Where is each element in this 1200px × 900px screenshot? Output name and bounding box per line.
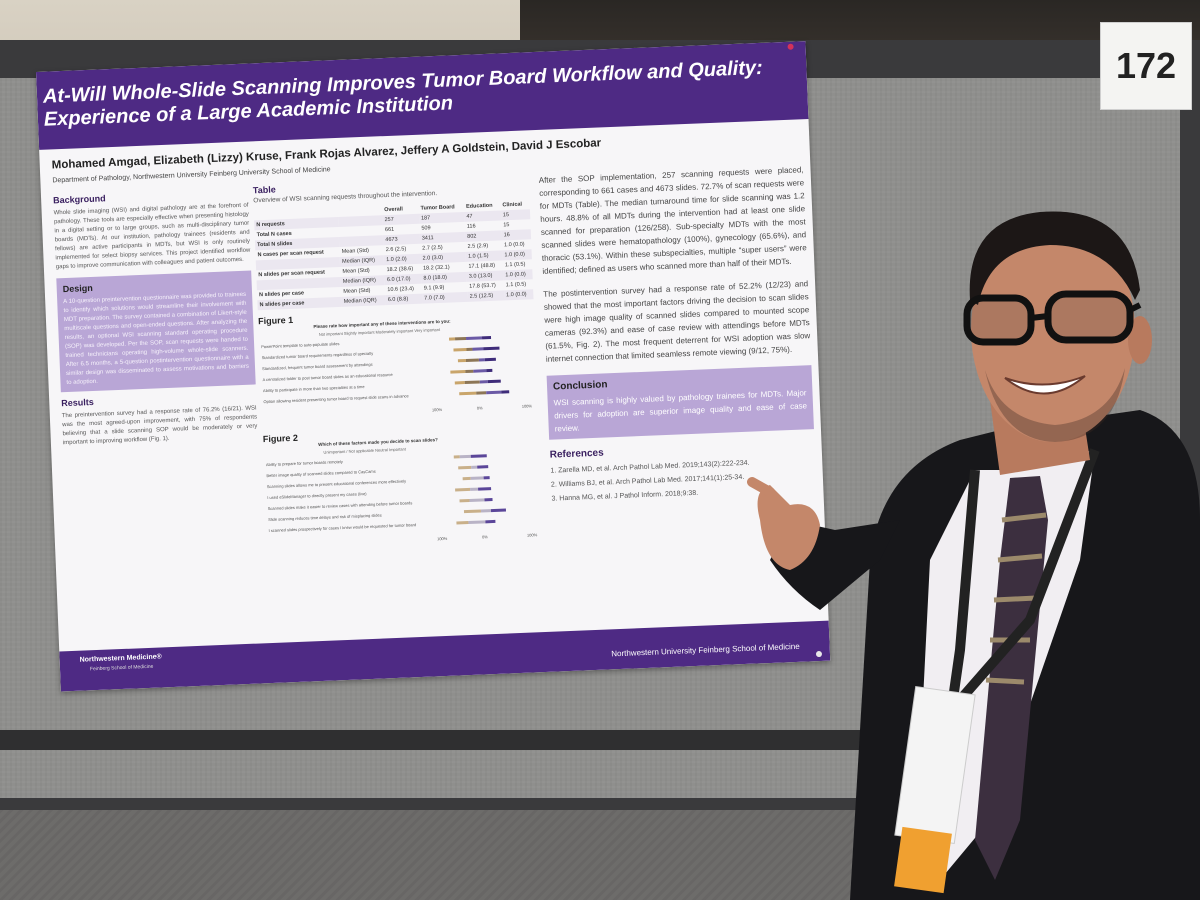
presenter-tie [975,476,1048,880]
pointing-finger [747,477,775,497]
glasses-right-lens [1044,290,1134,344]
tie-stripes [985,512,1047,685]
presenter-hand [757,485,820,570]
presenter-ear [1128,316,1152,364]
presenter-stubble [985,368,1125,442]
glasses-bridge [1030,313,1049,321]
presenter-smile [1004,375,1086,395]
booth-number-card: 172 [1100,22,1192,110]
presenter-hair [969,211,1140,305]
lanyard-right [956,448,1100,704]
board-base-rail [0,730,860,750]
badge-ribbon [894,826,952,894]
glasses-left-lens [963,294,1035,346]
glasses-temple [1128,302,1142,313]
